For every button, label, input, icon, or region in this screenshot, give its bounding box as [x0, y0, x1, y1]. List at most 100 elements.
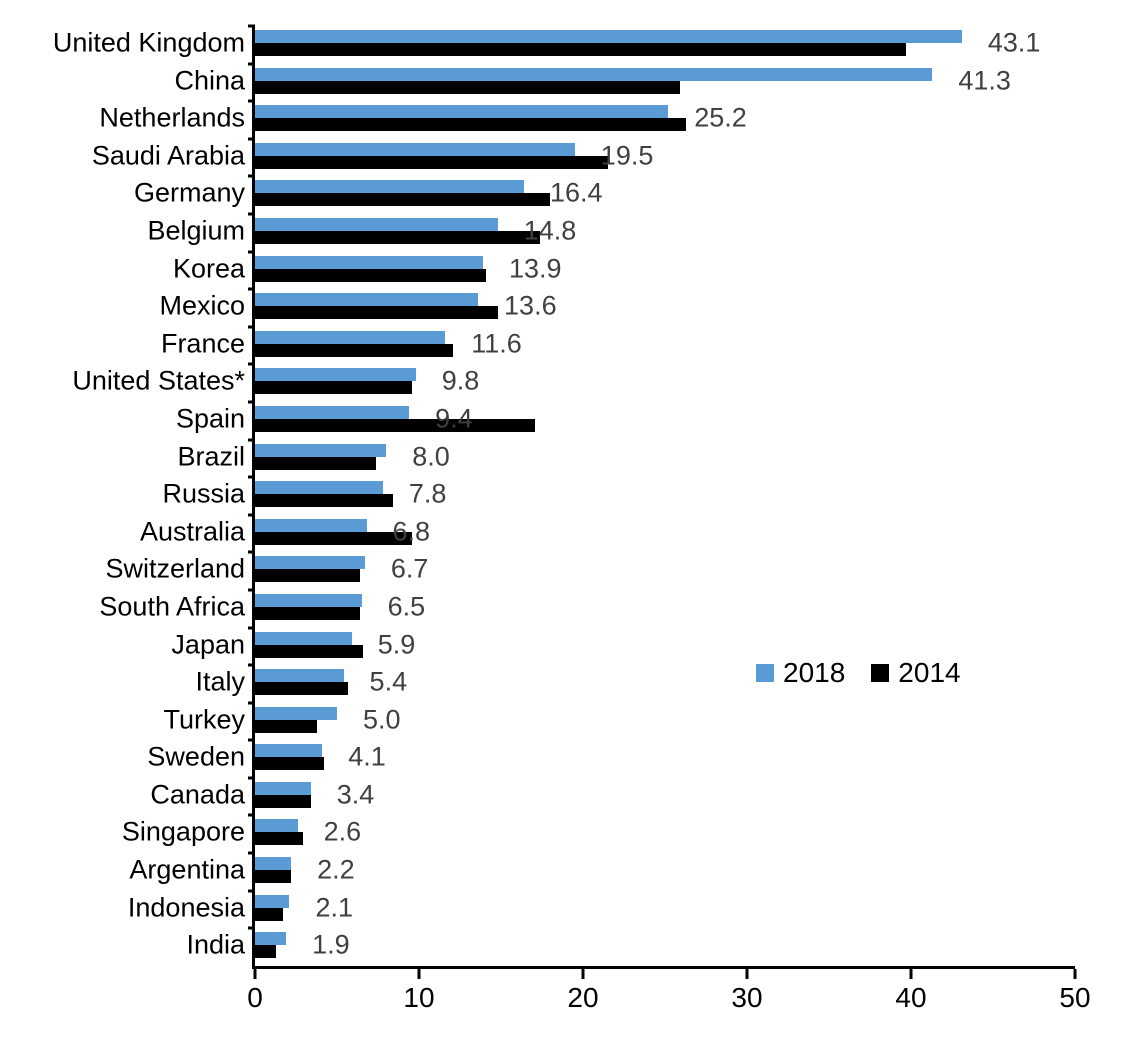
y-axis-tick — [248, 513, 255, 517]
bar-2014 — [255, 155, 608, 169]
bar-pair: Saudi Arabia 19.5 — [92, 140, 1075, 171]
data-label: 2.1 — [315, 892, 353, 923]
bar-2014 — [255, 606, 360, 620]
bar-group-row: Indonesia 2.1 — [128, 889, 1075, 929]
bar-2018 — [255, 706, 337, 720]
bar-2018 — [255, 67, 933, 81]
data-label: 43.1 — [987, 27, 1041, 58]
bar-group-row: Switzerland 6.7 — [105, 550, 1075, 590]
bar-2014 — [255, 381, 413, 395]
bar-pair: Germany 16.4 — [134, 177, 1075, 208]
y-axis-tick — [248, 400, 255, 404]
category-label: Italy — [195, 666, 245, 697]
category-label: Turkey — [163, 704, 245, 735]
category-label: Saudi Arabia — [91, 140, 245, 171]
x-axis-tick — [581, 969, 585, 979]
bar-2018 — [255, 669, 344, 683]
bar-group-row: Japan 5.9 — [171, 626, 1075, 666]
bar-pair: Argentina 2.2 — [129, 856, 1075, 884]
data-label: 14.8 — [523, 215, 577, 246]
data-label: 9.4 — [435, 403, 473, 434]
bar-2014 — [255, 531, 413, 545]
bar-pair: Indonesia 2.1 — [128, 892, 1075, 923]
bar-2018 — [255, 481, 383, 495]
y-axis-tick — [248, 250, 255, 254]
legend-label-2018: 2018 — [783, 657, 846, 688]
bar-pair: Singapore 2.6 — [122, 816, 1075, 847]
y-axis-tick — [248, 325, 255, 329]
category-label: Canada — [150, 779, 245, 810]
y-axis-tick — [248, 137, 255, 141]
bar-pair: China 41.3 — [174, 67, 1075, 94]
bar-2014 — [255, 870, 292, 884]
y-axis-tick — [248, 287, 255, 291]
legend-swatch-2014 — [871, 664, 890, 682]
bar-group-row: China 41.3 — [174, 62, 1075, 102]
bar-2018 — [255, 443, 387, 457]
y-axis-tick — [248, 889, 255, 893]
bar-group-row: Saudi Arabia 19.5 — [92, 137, 1075, 177]
bar-2018 — [255, 368, 416, 382]
bar-2018 — [255, 631, 352, 645]
y-axis-tick — [248, 212, 255, 216]
data-label: 8.0 — [412, 441, 450, 472]
category-label: Germany — [133, 177, 245, 208]
bar-group-row: Sweden 4.1 — [147, 738, 1075, 778]
bar-pair: Japan 5.9 — [171, 631, 1075, 658]
y-axis-tick — [248, 174, 255, 178]
bar-pair: Brazil 8.0 — [177, 441, 1075, 472]
bar-2018 — [255, 30, 962, 43]
bar-2014 — [255, 456, 377, 470]
bar-group-row: France 11.6 — [161, 325, 1075, 365]
bar-pair: Korea 13.9 — [173, 253, 1075, 284]
category-label: Brazil — [177, 441, 245, 472]
bar-pair: Australia 6.8 — [140, 518, 1075, 545]
bar-pair: Turkey 5.0 — [163, 706, 1075, 733]
data-label: 13.9 — [508, 253, 562, 284]
y-axis-tick — [248, 813, 255, 817]
bar-2014 — [255, 418, 536, 432]
bar-2014 — [255, 43, 907, 56]
category-label: Spain — [175, 403, 245, 434]
bar-pair: Sweden 4.1 — [147, 743, 1075, 771]
bar-pair: Canada 3.4 — [150, 781, 1075, 808]
category-label: Netherlands — [99, 102, 245, 133]
bar-pair: United Kingdom 43.1 — [53, 27, 1075, 58]
bar-2014 — [255, 794, 311, 808]
category-label: South Africa — [99, 591, 245, 622]
category-label: India — [186, 929, 245, 960]
bar-pair: Italy 5.4 — [195, 666, 1075, 697]
data-label: 13.6 — [504, 290, 557, 321]
bar-group-row: Netherlands 25.2 — [99, 99, 1075, 139]
data-label: 19.5 — [600, 140, 654, 171]
legend-item-2018: 2018 — [756, 659, 845, 687]
x-axis-tick — [745, 969, 749, 979]
bar-2014 — [255, 306, 498, 320]
x-axis-tick-label: 10 — [403, 982, 435, 1013]
category-label: Mexico — [159, 290, 245, 321]
bar-group-row: Canada 3.4 — [150, 776, 1075, 816]
data-label: 6.7 — [390, 553, 429, 584]
bar-group-row: Turkey 5.0 — [163, 701, 1075, 741]
data-label: 16.4 — [549, 177, 603, 208]
data-label: 2.6 — [323, 816, 362, 847]
bar-pair: Russia 7.8 — [162, 480, 1075, 508]
x-axis-tick-label: 30 — [731, 982, 763, 1013]
y-axis-tick — [248, 362, 255, 366]
y-axis-tick — [248, 851, 255, 855]
bar-2018 — [255, 217, 498, 231]
bar-2014 — [255, 569, 360, 583]
x-axis-tick — [909, 969, 913, 979]
bar-2014 — [255, 757, 324, 771]
bar-2014 — [255, 907, 283, 921]
x-axis-tick-label: 40 — [895, 982, 927, 1013]
bar-2014 — [255, 118, 687, 132]
data-label: 11.6 — [471, 328, 522, 359]
data-label: 5.4 — [369, 666, 408, 697]
bar-2014 — [255, 343, 454, 357]
category-label: Japan — [171, 629, 245, 659]
bar-group-row: India 1.9 — [186, 926, 1075, 966]
bar-2018 — [255, 293, 479, 307]
data-label: 25.2 — [694, 102, 747, 133]
category-label: China — [174, 65, 245, 96]
